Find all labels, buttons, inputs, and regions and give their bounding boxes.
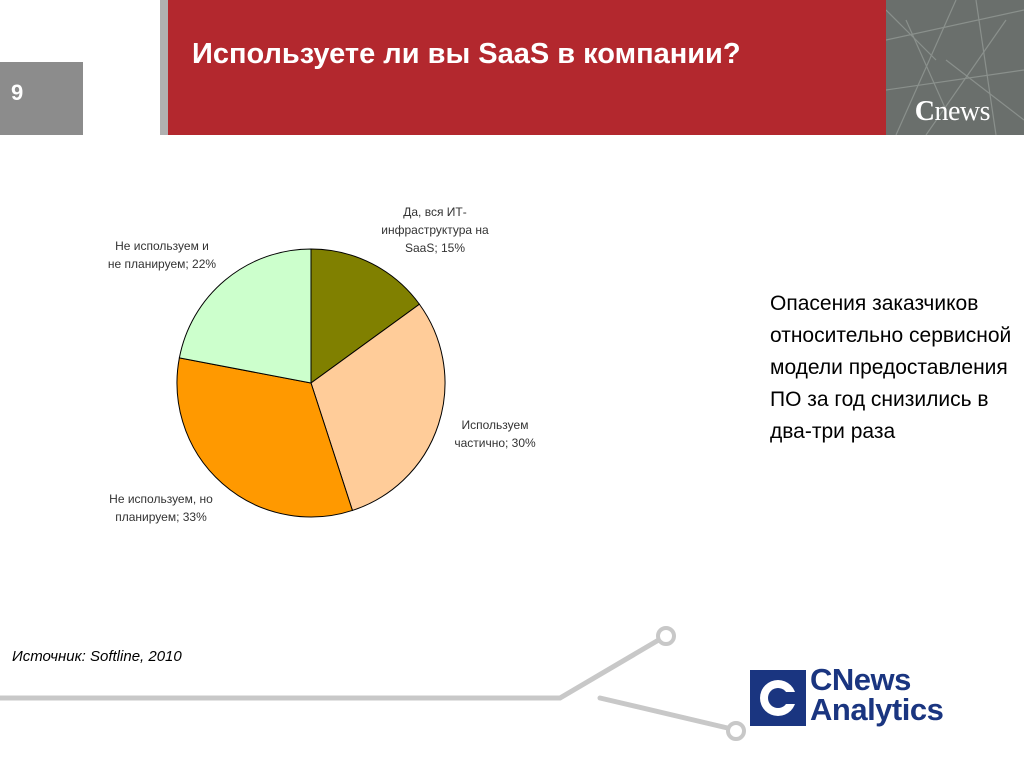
- slice-label-3: Не используем и не планируем; 22%: [107, 239, 217, 271]
- cnews-analytics-logo: CNews Analytics: [750, 662, 990, 734]
- pie-slice-0: [310, 248, 421, 384]
- pie-chart-svg: [176, 248, 446, 518]
- source-note: Источник: Softline, 2010: [12, 648, 182, 665]
- pie-slice-1: [310, 303, 446, 512]
- pie-slice-3: [178, 248, 312, 384]
- slice-label-2: Не используем, но планируем; 33%: [109, 492, 213, 524]
- slide-number: 9: [0, 62, 83, 135]
- pie-chart: Да, вся ИТ- инфраструктура на SaaS; 15% …: [0, 140, 760, 600]
- circuit-decoration: [0, 626, 746, 741]
- leaf-texture-image: [886, 0, 1024, 135]
- side-note: Опасения заказчиков относительно сервисн…: [770, 292, 1012, 443]
- cnews-brand-small: Cnews: [914, 96, 991, 127]
- logo-mark-icon: [750, 670, 806, 726]
- pie-slice-2: [176, 357, 354, 518]
- logo-text: CNews Analytics: [810, 662, 944, 727]
- header: 9 Используете ли вы SaaS в компании? Cne…: [0, 0, 1024, 135]
- leaf-texture-panel: Cnews: [886, 0, 1024, 135]
- slide-title: Используете ли вы SaaS в компании?: [192, 38, 741, 70]
- title-panel: Используете ли вы SaaS в компании?: [168, 0, 886, 135]
- header-divider: [160, 0, 168, 135]
- slice-label-1: Используем частично; 30%: [454, 418, 536, 450]
- slice-label-0: Да, вся ИТ- инфраструктура на SaaS; 15%: [381, 205, 489, 255]
